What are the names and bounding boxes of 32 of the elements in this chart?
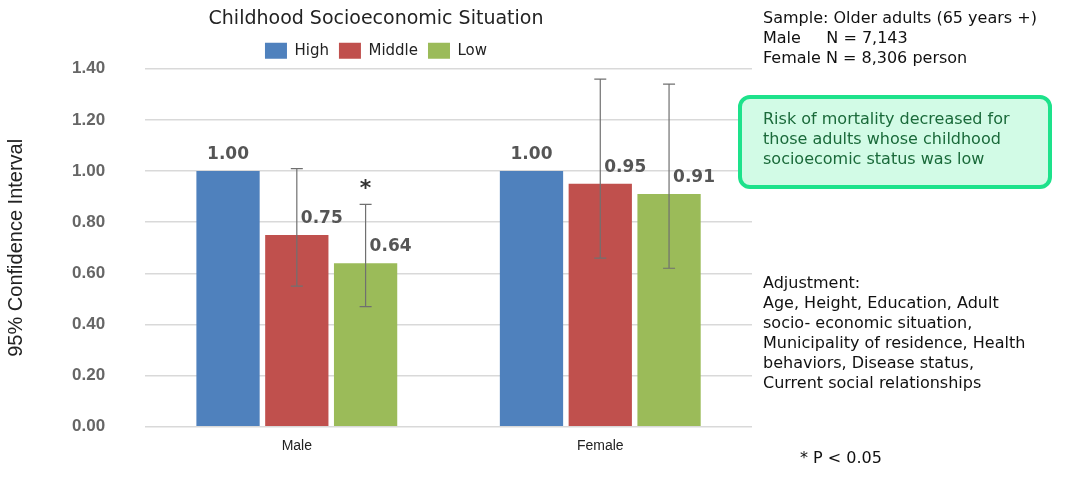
y-tick-label: 0.80: [71, 211, 106, 231]
text: * P < 0.05: [800, 448, 882, 468]
x-tick-label: Male: [281, 437, 313, 454]
y-tick-label: 0.00: [71, 416, 106, 436]
callout-box: Risk of mortality decreased for those adults whose childhood socioecomic status was low: [738, 95, 1052, 189]
bar: [637, 194, 701, 427]
y-tick-label: 1.20: [71, 109, 106, 129]
y-tick-label: 0.20: [71, 365, 106, 385]
y-axis-title: 95% Confidence Interval: [3, 138, 26, 357]
text: Sample: Older adults (65 years +) Male N = 7,143 Female N = 8,306 person: [763, 8, 1037, 68]
data-label: 1.00: [510, 143, 553, 164]
bar: [333, 263, 398, 427]
legend-label: High: [294, 40, 329, 59]
legend-label: Low: [457, 40, 488, 59]
text: Adjustment: Age, Height, Education, Adult socio- economic situation, Municipality of residence, Health behaviors, Disease status, Current social relationships: [763, 273, 1026, 393]
bar: [196, 171, 260, 427]
bar: [568, 183, 632, 427]
data-label: 0.95: [604, 155, 647, 176]
x-tick-label: Female: [576, 437, 624, 454]
y-tick-label: 0.40: [71, 314, 106, 334]
annotation: *: [359, 175, 372, 201]
data-label: 1.00: [207, 143, 250, 164]
chart-title: Childhood Socioeconomic Situation: [208, 6, 544, 29]
bar: [265, 235, 329, 427]
data-label: 0.64: [369, 235, 412, 256]
legend-label: Middle: [368, 40, 419, 59]
y-tick-label: 0.60: [71, 263, 106, 283]
data-label: 0.75: [300, 206, 343, 227]
y-tick-label: 1.40: [71, 58, 106, 78]
y-tick-label: 1.00: [71, 160, 106, 180]
data-label: 0.91: [673, 166, 716, 187]
bar: [499, 171, 564, 427]
